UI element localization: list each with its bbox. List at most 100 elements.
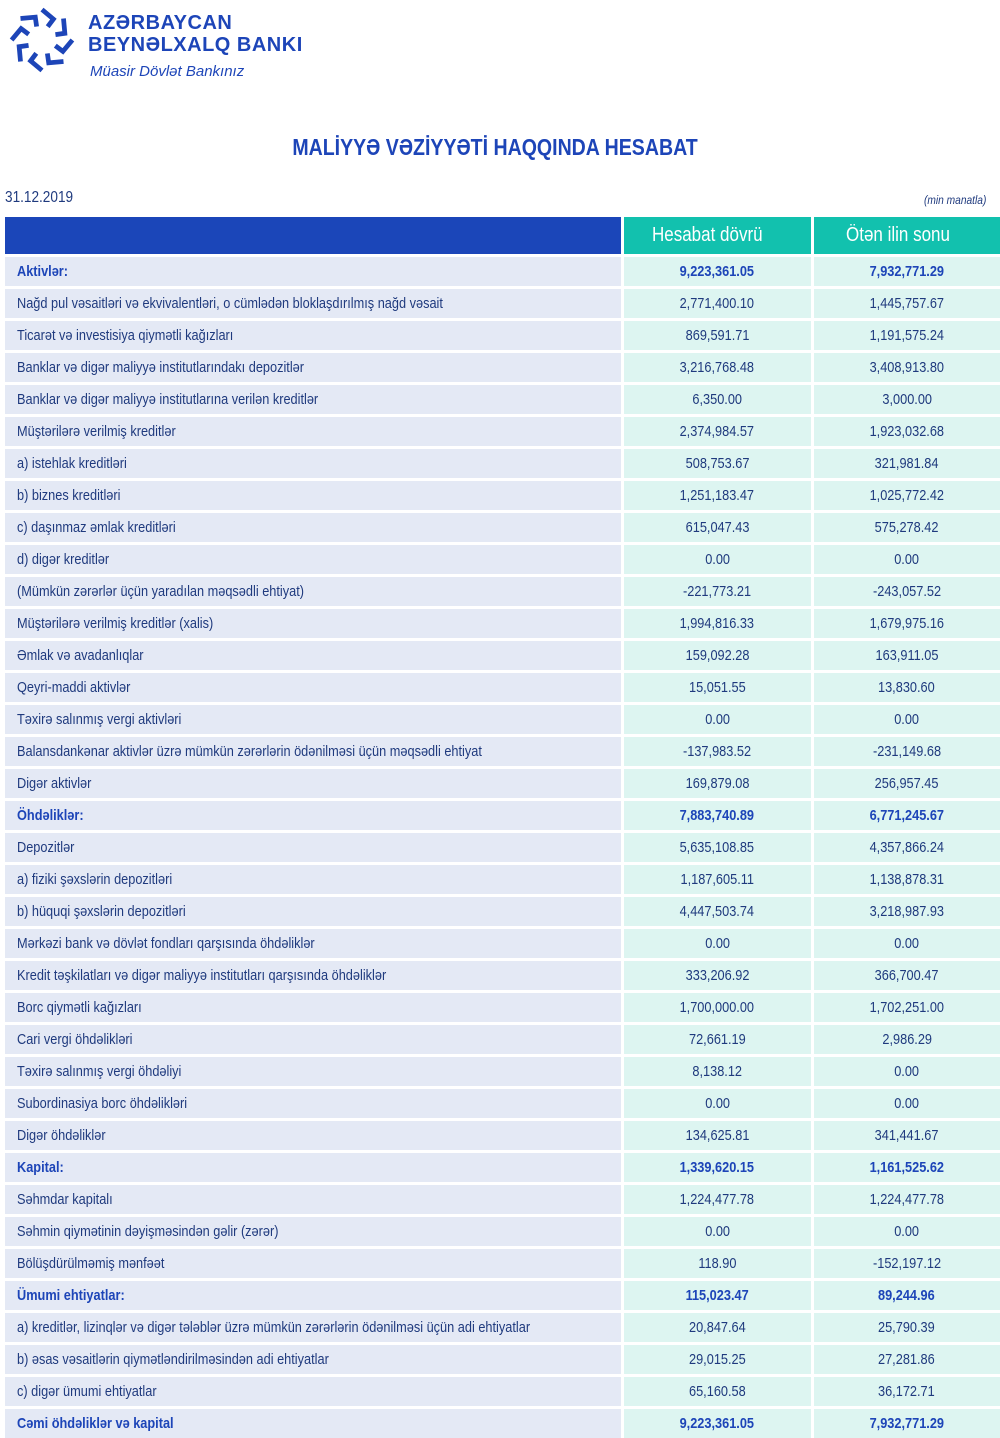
value-prior-cell: 1,138,878.31: [813, 865, 1000, 894]
header-current-period: Hesabat dövrü: [623, 217, 811, 254]
row-label: Bölüşdürülməmiş mənfəət: [17, 1255, 165, 1272]
row-label: b) biznes kreditləri: [17, 487, 121, 504]
row-label: Nağd pul vəsaitləri və ekvivalentləri, o…: [17, 295, 443, 312]
value-current: 159,092.28: [685, 647, 750, 664]
value-prior-cell: 1,224,477.78: [813, 1185, 1000, 1214]
bank-logo-icon: [4, 7, 80, 78]
row-label: Təxirə salınmış vergi öhdəliyi: [17, 1063, 182, 1080]
value-prior-cell: 163,911.05: [813, 641, 1000, 670]
row-label-cell: c) daşınmaz əmlak kreditləri: [5, 513, 621, 542]
table-row: Banklar və digər maliyyə institutlarında…: [5, 353, 1000, 382]
table-row: b) hüquqi şəxslərin depozitləri 4,447,503…: [5, 897, 1000, 926]
row-label-cell: b) əsas vəsaitlərin qiymətləndirilməsind…: [5, 1345, 621, 1374]
row-label-cell: Nağd pul vəsaitləri və ekvivalentləri, o…: [5, 289, 621, 318]
value-current-cell: 4,447,503.74: [623, 897, 811, 926]
value-prior: 89,244.96: [878, 1287, 936, 1304]
page-title: MALİYYƏ VƏZİYYƏTİ HAQQINDA HESABAT: [292, 134, 698, 160]
row-label: Mərkəzi bank və dövlət fondları qarşısın…: [17, 935, 315, 952]
slogan: Müasir Dövlət Bankınız: [90, 63, 245, 80]
value-current: 1,251,183.47: [679, 487, 755, 504]
row-label-cell: Mərkəzi bank və dövlət fondları qarşısın…: [5, 929, 621, 958]
value-current: 0.00: [704, 551, 730, 568]
row-label: (Mümkün zərərlər üçün yaradılan məqsədli…: [17, 583, 305, 600]
table-row: Subordinasiya borc öhdəlikləri 0.00 0.00: [5, 1089, 1000, 1118]
table-row: Mərkəzi bank və dövlət fondları qarşısın…: [5, 929, 1000, 958]
value-current: 1,224,477.78: [679, 1191, 755, 1208]
value-current-cell: 29,015.25: [623, 1345, 811, 1374]
value-prior-cell: 27,281.86: [813, 1345, 1000, 1374]
table-row: Cəmi öhdəliklər və kapital 9,223,361.05 7,…: [5, 1409, 1000, 1438]
row-label: Subordinasiya borc öhdəlikləri: [17, 1095, 188, 1112]
value-current: 118.90: [698, 1255, 737, 1272]
row-label: c) daşınmaz əmlak kreditləri: [17, 519, 176, 536]
value-prior: 0.00: [894, 1095, 920, 1112]
row-label-cell: a) fiziki şəxslərin depozitləri: [5, 865, 621, 894]
value-prior: 1,445,757.67: [869, 295, 945, 312]
row-label: Banklar və digər maliyyə institutlarında…: [17, 359, 305, 376]
row-label: Səhmin qiymətinin dəyişməsindən gəlir (z…: [17, 1223, 279, 1240]
row-label: Öhdəliklər:: [17, 807, 84, 824]
value-prior: 0.00: [894, 711, 920, 728]
row-label-cell: a) kreditlər, lizinqlər və digər tələblə…: [5, 1313, 621, 1342]
value-current-cell: 508,753.67: [623, 449, 811, 478]
value-prior-cell: 1,923,032.68: [813, 417, 1000, 446]
row-label-cell: Banklar və digər maliyyə institutlarına …: [5, 385, 621, 414]
value-prior-cell: 89,244.96: [813, 1281, 1000, 1310]
header-label: Hesabat dövrü: [652, 224, 763, 246]
value-current: 1,700,000.00: [679, 999, 755, 1016]
value-prior-cell: -152,197.12: [813, 1249, 1000, 1278]
value-prior-cell: 575,278.42: [813, 513, 1000, 542]
row-label-cell: Öhdəliklər:: [5, 801, 621, 830]
table-row: Təxirə salınmış vergi aktivləri 0.00 0.00: [5, 705, 1000, 734]
value-current: 333,206.92: [685, 967, 750, 984]
row-label: Kapital:: [17, 1159, 64, 1176]
row-label-cell: Təxirə salınmış vergi öhdəliyi: [5, 1057, 621, 1086]
value-prior: 0.00: [894, 1063, 920, 1080]
table-row: b) əsas vəsaitlərin qiymətləndirilməsind…: [5, 1345, 1000, 1374]
value-prior-cell: 7,932,771.29: [813, 257, 1000, 286]
value-prior-cell: 7,932,771.29: [813, 1409, 1000, 1438]
row-label-cell: Bölüşdürülməmiş mənfəət: [5, 1249, 621, 1278]
value-current-cell: 7,883,740.89: [623, 801, 811, 830]
row-label-cell: Borc qiymətli kağızları: [5, 993, 621, 1022]
value-prior-cell: -231,149.68: [813, 737, 1000, 766]
value-prior-cell: 256,957.45: [813, 769, 1000, 798]
value-prior: 1,138,878.31: [869, 871, 945, 888]
value-current-cell: 8,138.12: [623, 1057, 811, 1086]
header-blank: [5, 217, 621, 254]
row-label: c) digər ümumi ehtiyatlar: [17, 1383, 157, 1400]
value-current-cell: 1,251,183.47: [623, 481, 811, 510]
value-prior-cell: 0.00: [813, 1089, 1000, 1118]
table-row: Banklar və digər maliyyə institutlarına …: [5, 385, 1000, 414]
value-prior: 1,923,032.68: [869, 423, 945, 440]
value-current-cell: 0.00: [623, 705, 811, 734]
value-current-cell: 72,661.19: [623, 1025, 811, 1054]
value-current-cell: 615,047.43: [623, 513, 811, 542]
row-label: b) əsas vəsaitlərin qiymətləndirilməsind…: [17, 1351, 329, 1368]
row-label-cell: d) digər kreditlər: [5, 545, 621, 574]
value-current: 869,591.71: [685, 327, 750, 344]
table-row: Aktivlər: 9,223,361.05 7,932,771.29: [5, 257, 1000, 286]
row-label-cell: Qeyri-maddi aktivlər: [5, 673, 621, 702]
row-label-cell: a) istehlak kreditləri: [5, 449, 621, 478]
table-row: Kredit təşkilatları və digər maliyyə ins…: [5, 961, 1000, 990]
table-row: a) kreditlər, lizinqlər və digər tələblə…: [5, 1313, 1000, 1342]
value-current: 72,661.19: [688, 1031, 746, 1048]
value-prior: 0.00: [894, 935, 920, 952]
value-prior-cell: 0.00: [813, 1217, 1000, 1246]
value-current: 3,216,768.48: [679, 359, 755, 376]
value-current-cell: 65,160.58: [623, 1377, 811, 1406]
value-current: 134,625.81: [685, 1127, 750, 1144]
value-current: 15,051.55: [688, 679, 746, 696]
value-current: -221,773.21: [683, 583, 752, 600]
value-current: 9,223,361.05: [679, 263, 755, 280]
value-current-cell: 1,700,000.00: [623, 993, 811, 1022]
value-current: 65,160.58: [688, 1383, 746, 1400]
table-row: a) fiziki şəxslərin depozitləri 1,187,605…: [5, 865, 1000, 894]
table-row: Səhmdar kapitalı 1,224,477.78 1,224,477.78: [5, 1185, 1000, 1214]
value-current: 115,023.47: [685, 1287, 749, 1304]
row-label-cell: Əmlak və avadanlıqlar: [5, 641, 621, 670]
row-label: Cari vergi öhdəlikləri: [17, 1031, 133, 1048]
value-current: 0.00: [704, 1095, 730, 1112]
value-prior: 4,357,866.24: [869, 839, 945, 856]
